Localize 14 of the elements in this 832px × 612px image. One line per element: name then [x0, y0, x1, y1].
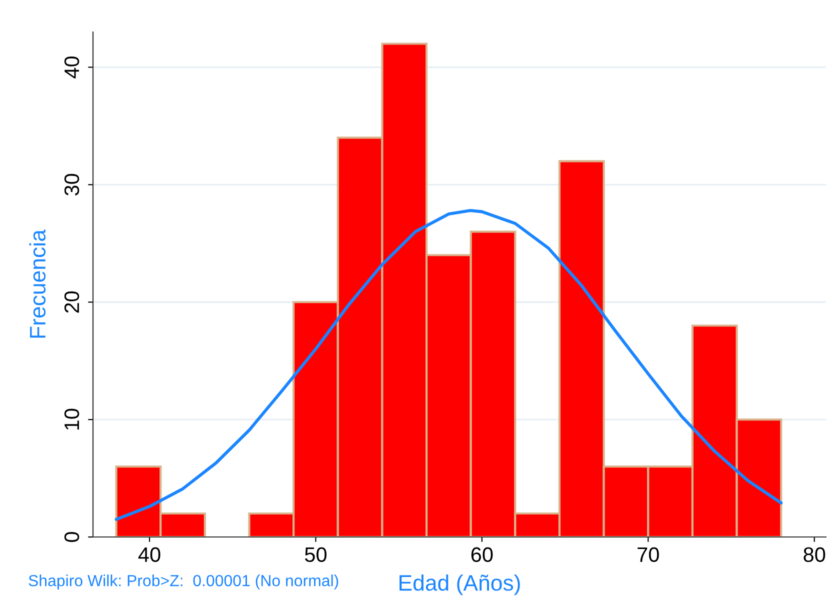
x-tick-label: 80: [804, 547, 826, 562]
x-tick-label: 50: [304, 547, 326, 562]
x-tick-label: 70: [638, 547, 659, 562]
y-tick-label: 0: [64, 532, 80, 542]
y-axis-title: Frecuencia: [29, 230, 46, 338]
y-tick-label: 20: [64, 291, 80, 313]
x-tick-label: 60: [471, 547, 493, 562]
y-tick-label: 10: [64, 408, 80, 430]
x-tick-label: 40: [138, 547, 160, 562]
y-tick-label: 30: [64, 174, 80, 196]
y-tick-label: 40: [64, 56, 80, 78]
x-axis-title: Edad (Años): [400, 574, 520, 596]
text: Shapiro Wilk: Prob>Z: 0.00001 (No normal): [28, 574, 338, 590]
line-series: [114, 208, 783, 521]
